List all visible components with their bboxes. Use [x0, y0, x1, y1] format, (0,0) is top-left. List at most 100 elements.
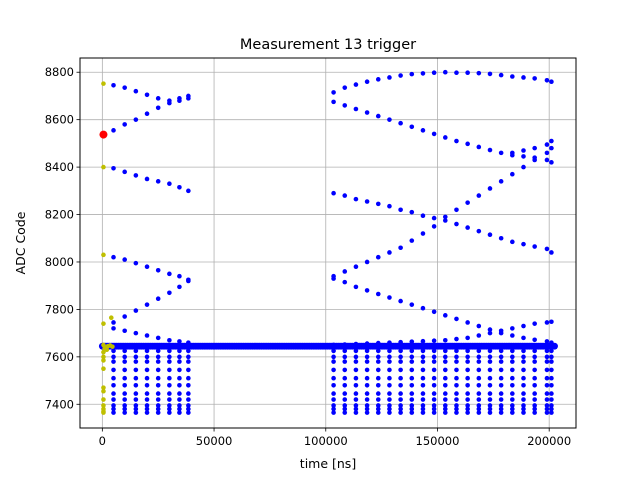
- chart-title: Measurement 13 trigger: [240, 37, 416, 53]
- blue-data-point: [549, 250, 554, 255]
- blue-data-point: [155, 267, 161, 273]
- blue-data-point: [364, 397, 370, 402]
- blue-data-point: [177, 273, 182, 279]
- blue-data-point: [353, 397, 359, 402]
- blue-data-point: [487, 147, 493, 153]
- blue-data-point: [544, 383, 550, 388]
- blue-data-point: [465, 410, 470, 415]
- blue-data-point: [111, 82, 116, 88]
- blue-data-point: [521, 154, 526, 159]
- blue-data-point: [122, 314, 127, 319]
- blue-data-point: [111, 391, 116, 396]
- blue-data-point: [510, 333, 515, 338]
- blue-data-point: [353, 375, 359, 381]
- blue-data-point: [487, 186, 493, 191]
- blue-data-point: [398, 410, 403, 415]
- blue-data-point: [111, 354, 116, 360]
- blue-data-point: [431, 70, 437, 76]
- blue-data-point: [375, 383, 381, 388]
- blue-data-point: [521, 397, 526, 402]
- blue-data-point: [409, 354, 415, 360]
- blue-data-point: [144, 359, 150, 364]
- blue-data-point: [521, 335, 526, 341]
- blue-data-point: [144, 92, 150, 98]
- blue-data-point: [177, 339, 182, 344]
- blue-data-point: [420, 354, 426, 360]
- blue-data-point: [155, 348, 161, 354]
- blue-data-point: [454, 359, 459, 364]
- yellow-data-point: [104, 347, 110, 353]
- blue-data-point: [167, 391, 172, 396]
- blue-data-point: [177, 98, 182, 103]
- blue-data-point: [167, 348, 172, 354]
- blue-data-point: [111, 397, 116, 402]
- blue-data-point: [510, 239, 515, 245]
- blue-data-point: [144, 375, 150, 381]
- axis-ticks: 0 50000 100000 150000 200000 7400 7600 7800 8000…: [45, 65, 571, 448]
- blue-data-point: [331, 190, 336, 196]
- blue-data-point: [442, 367, 448, 373]
- blue-data-point: [375, 201, 381, 207]
- red-data-point: [99, 130, 108, 139]
- blue-data-point: [331, 348, 336, 354]
- blue-data-point: [532, 76, 537, 81]
- blue-data-point: [342, 85, 348, 90]
- blue-data-point: [549, 79, 554, 85]
- blue-data-point: [398, 367, 403, 373]
- yellow-data-point: [101, 252, 106, 258]
- blue-data-point: [331, 276, 336, 281]
- blue-data-point: [177, 348, 182, 354]
- blue-data-point: [155, 383, 161, 388]
- blue-data-point: [133, 403, 139, 408]
- blue-data-point: [133, 330, 139, 336]
- blue-data-point: [409, 367, 415, 373]
- blue-data-point: [431, 131, 437, 137]
- blue-data-point: [409, 348, 415, 354]
- blue-data-point: [177, 184, 182, 190]
- blue-data-point: [442, 337, 448, 343]
- blue-data-point: [465, 354, 470, 360]
- blue-data-point: [353, 196, 359, 202]
- blue-data-point: [155, 354, 161, 360]
- blue-data-point: [510, 375, 515, 381]
- blue-data-point: [133, 359, 139, 364]
- blue-data-point: [465, 200, 470, 205]
- blue-data-point: [155, 397, 161, 402]
- blue-data-point: [476, 391, 482, 396]
- blue-data-point: [454, 354, 459, 360]
- blue-data-point: [510, 410, 515, 415]
- blue-data-point: [186, 375, 191, 381]
- blue-data-point: [487, 359, 493, 364]
- blue-data-point: [498, 150, 504, 156]
- blue-data-point: [155, 96, 161, 101]
- blue-data-point: [465, 383, 470, 388]
- blue-data-point: [409, 410, 415, 415]
- blue-data-point: [487, 375, 493, 381]
- blue-data-point: [420, 410, 426, 415]
- blue-data-point: [331, 354, 336, 360]
- blue-data-point: [398, 397, 403, 402]
- blue-data-point: [111, 403, 116, 408]
- blue-data-point: [177, 375, 182, 381]
- blue-data-point: [510, 397, 515, 402]
- blue-data-point: [476, 70, 482, 76]
- blue-data-point: [409, 238, 415, 243]
- blue-data-point: [133, 410, 139, 415]
- blue-data-point: [544, 150, 550, 156]
- blue-data-point: [521, 367, 526, 373]
- blue-data-point: [364, 367, 370, 373]
- blue-data-point: [353, 410, 359, 415]
- blue-data-point: [331, 403, 336, 408]
- blue-data-point: [521, 359, 526, 364]
- blue-data-point: [331, 99, 336, 105]
- blue-data-point: [111, 367, 116, 373]
- blue-data-point: [409, 302, 415, 307]
- blue-data-point: [111, 254, 116, 260]
- blue-data-point: [442, 354, 448, 360]
- blue-data-point: [510, 354, 515, 360]
- blue-data-point: [498, 406, 504, 412]
- blue-data-point: [342, 193, 348, 198]
- blue-data-point: [454, 348, 459, 354]
- blue-data-point: [465, 375, 470, 381]
